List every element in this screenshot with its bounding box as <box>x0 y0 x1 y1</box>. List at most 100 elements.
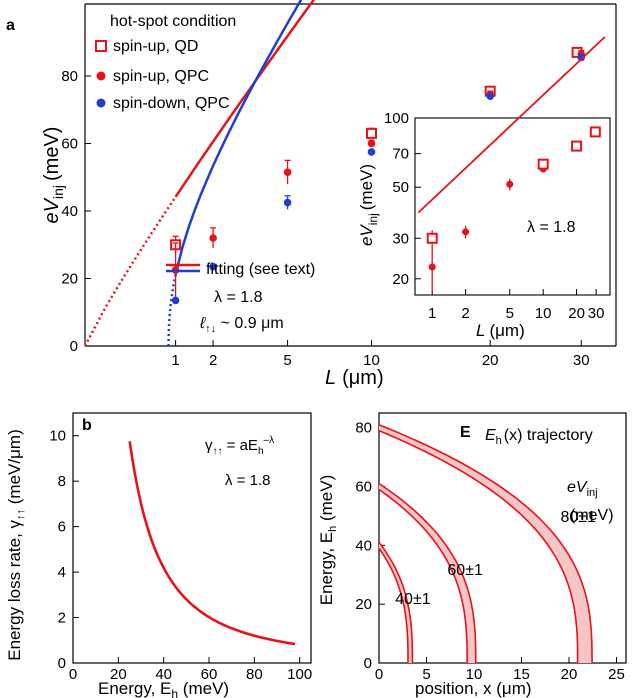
b-x-tick-label: 0 <box>69 666 77 683</box>
b-y-tick-label: 2 <box>58 610 66 627</box>
b-x-tick-label: 80 <box>246 666 263 683</box>
inset-point-qd <box>589 126 601 138</box>
c-y-tick-label: 0 <box>364 655 372 672</box>
c-y-tick-label: 40 <box>355 537 372 554</box>
c-x-tick-label: 20 <box>561 666 578 683</box>
legend-fit-label: fitting (see text) <box>206 261 315 278</box>
panel-b-y-axis-label: Energy loss rate, γ↑↑ (meV/μm) <box>5 429 27 660</box>
b-x-tick-label: 100 <box>287 666 312 683</box>
legend-entry-up-qpc: spin-up, QPC <box>113 68 209 85</box>
legend-title: hot-spot condition <box>110 13 236 30</box>
fit spin-down-dotted <box>167 274 177 347</box>
data-point <box>283 198 292 207</box>
y-tick-label: 80 <box>61 68 78 85</box>
panel-c-curves: 40±1 60±1 80±1 <box>378 424 596 663</box>
trajectory-label: 80±1 <box>560 509 596 526</box>
panel-b-frame <box>72 412 312 664</box>
c-y-tick-label: 80 <box>355 420 372 437</box>
panel-b-lambda: λ = 1.8 <box>225 472 270 489</box>
x-tick-label: 5 <box>283 352 291 369</box>
data-point <box>577 53 586 62</box>
panel-a-x-axis-label: L (μm) <box>325 367 384 389</box>
inset-point-qd <box>537 158 549 170</box>
data-point <box>209 262 217 271</box>
b-y-tick-label: 8 <box>58 473 66 490</box>
panel-c-y-axis-label: Energy, Eh (meV) <box>317 475 339 606</box>
trajectory-label: 40±1 <box>395 591 431 608</box>
b-x-tick-label: 40 <box>155 666 172 683</box>
legend-marker-down-qpc <box>96 98 106 108</box>
data-point-qd <box>366 127 378 139</box>
inset-point-qd <box>571 140 583 152</box>
b-x-tick-label: 20 <box>110 666 127 683</box>
panel-c-x-axis-label: position, x (μm) <box>415 679 532 698</box>
x-tick-label: 20 <box>482 352 499 369</box>
inset-point-qpc <box>428 263 436 271</box>
inset-fit-line <box>417 36 606 214</box>
panel-a-fit-lines <box>83 0 316 347</box>
gamma-curve <box>128 441 296 646</box>
inset-y-tick-label: 50 <box>392 179 409 196</box>
data-point <box>283 168 292 176</box>
trajectory-upper <box>378 424 593 663</box>
trajectory-band <box>379 424 593 663</box>
x-tick-label: 2 <box>209 352 217 369</box>
inset-x-axis-label: L (μm) <box>476 321 525 340</box>
legend-marker-up-qpc <box>96 71 106 81</box>
data-point <box>367 148 376 156</box>
c-x-tick-label: 10 <box>466 666 483 683</box>
legend-marker-qd <box>95 40 107 52</box>
data-point <box>209 234 217 242</box>
b-y-tick-label: 4 <box>58 564 66 581</box>
data-point <box>171 296 180 305</box>
panel-b-ticks: 0 20 40 60 80 100 0 2 4 6 8 10 <box>49 428 312 683</box>
legend-entry-qd: spin-up, QD <box>113 38 198 55</box>
c-y-tick-label: 60 <box>355 479 372 496</box>
inset-x-tick-label: 2 <box>461 305 469 322</box>
c-x-tick-label: 0 <box>375 666 383 683</box>
c-y-tick-label: 20 <box>355 596 372 613</box>
panel-c-legend-label: eVinj <box>567 479 598 499</box>
panel-c: 0 5 10 15 20 25 0 20 40 60 80 40±1 60±1 80±1 E Eh (x)… <box>317 412 627 698</box>
inset-lambda: λ = 1.8 <box>527 219 576 236</box>
panel-b-formula: γ↑↑ = aEh–λ <box>205 435 274 457</box>
trajectory-lower <box>378 547 409 663</box>
panel-b-label: b <box>82 417 92 434</box>
data-point <box>486 92 494 101</box>
trajectory-lower <box>378 488 468 663</box>
panel-c-legend-unit: (meV) <box>570 507 614 524</box>
fit spin-up <box>174 0 316 198</box>
inset-x-tick-label: 30 <box>588 305 605 322</box>
panel-c-title: E <box>460 424 471 441</box>
b-y-tick-label: 10 <box>49 428 66 445</box>
legend-ell: ℓ↑↓ ~ 0.9 μm <box>199 315 284 335</box>
panel-b: b 0 20 40 60 80 100 0 2 4 6 8 10 γ↑↑ = aEh–λ λ = 1.… <box>5 412 312 698</box>
panel-a-x-ticks: 1 2 5 10 20 30 <box>84 340 590 369</box>
inset-y-tick-label: 20 <box>392 271 409 288</box>
inset-x-tick-label: 20 <box>568 305 585 322</box>
panel-c-frame <box>378 412 627 664</box>
b-y-tick-label: 0 <box>58 655 66 672</box>
y-tick-label: 0 <box>70 338 78 355</box>
trajectory-band <box>379 483 476 663</box>
panel-a-y-ticks: 0 20 40 60 80 <box>61 68 91 355</box>
panel-a-y-axis-label: eVinj(meV) <box>41 127 66 224</box>
inset-y-tick-label: 100 <box>384 110 409 127</box>
b-y-tick-label: 6 <box>58 519 66 536</box>
panel-a-label: a <box>6 17 15 34</box>
inset-x-tick-label: 5 <box>506 305 514 322</box>
trajectory-band <box>379 542 413 663</box>
x-tick-label: 30 <box>573 352 590 369</box>
y-tick-label: 20 <box>61 271 78 288</box>
inset-fit <box>417 36 606 214</box>
trajectory-upper <box>378 541 414 663</box>
panel-b-x-axis-label: Energy, Eh (meV) <box>98 679 229 698</box>
inset-data-points <box>426 126 601 293</box>
x-tick-label: 1 <box>171 352 179 369</box>
b-x-tick-label: 60 <box>201 666 218 683</box>
panel-b-curve <box>128 441 296 646</box>
inset-point-qpc <box>506 180 514 188</box>
